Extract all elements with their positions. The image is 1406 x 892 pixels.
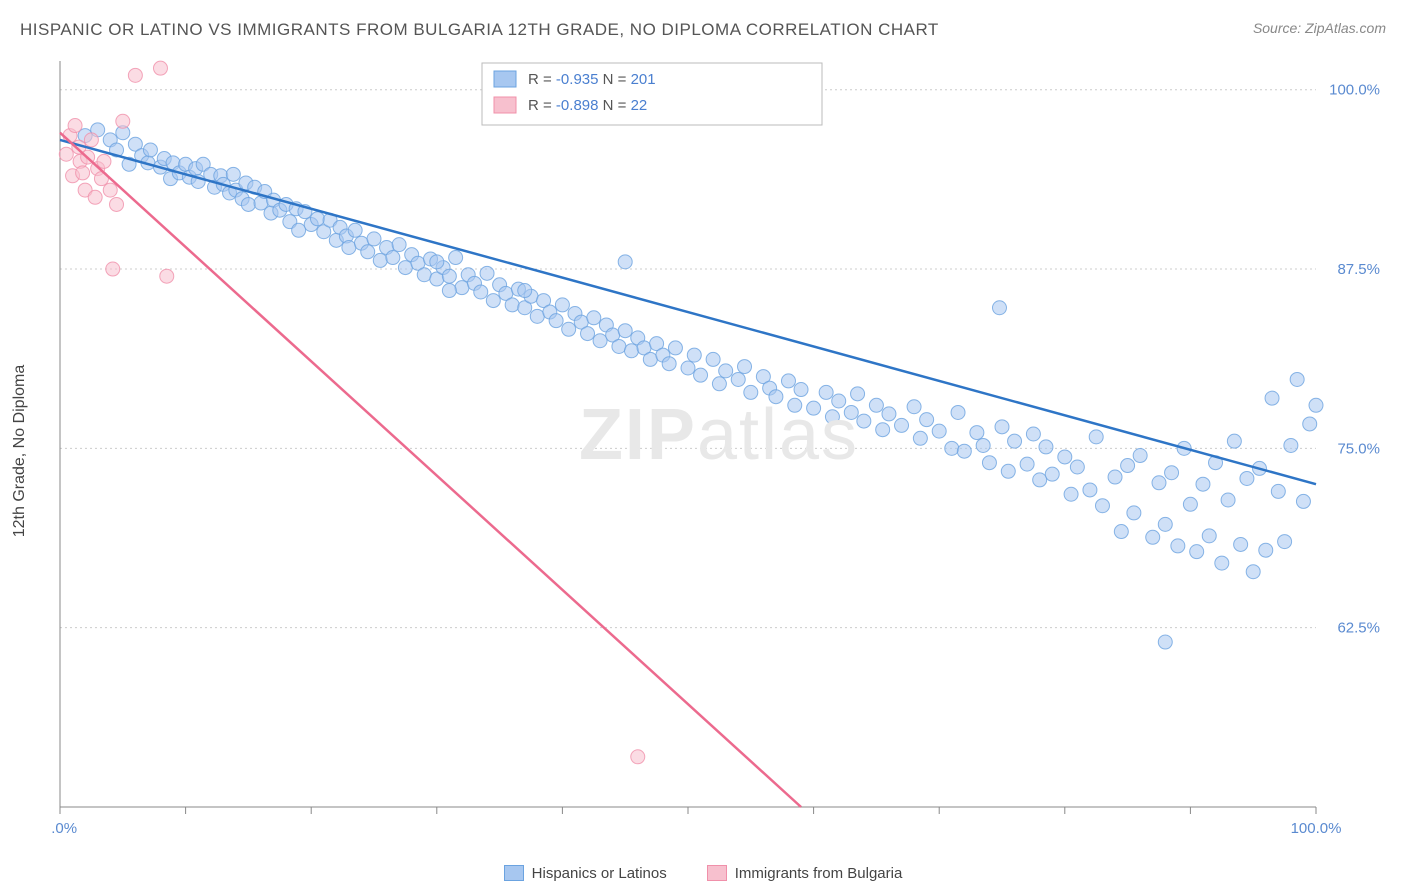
svg-text:62.5%: 62.5%: [1337, 620, 1380, 637]
svg-text:75.0%: 75.0%: [1337, 440, 1380, 457]
svg-text:R = -0.898 N = 22: R = -0.898 N = 22: [528, 97, 647, 114]
legend-item-pink: Immigrants from Bulgaria: [707, 865, 903, 882]
chart-area: 12th Grade, No Diploma ZIPatlas 62.5%75.…: [52, 55, 1386, 847]
legend-item-blue: Hispanics or Latinos: [504, 865, 667, 882]
svg-text:87.5%: 87.5%: [1337, 261, 1380, 278]
svg-text:R = -0.935 N = 201: R = -0.935 N = 201: [528, 71, 656, 88]
scatter-plot: 62.5% 75.0% 87.5% 100.0% 0.0% 100.0% R = -0.…: [52, 55, 1386, 847]
legend-bottom: Hispanics or Latinos Immigrants from Bul…: [0, 865, 1406, 882]
svg-text:100.0%: 100.0%: [1291, 820, 1342, 837]
svg-text:100.0%: 100.0%: [1329, 82, 1380, 99]
chart-title: HISPANIC OR LATINO VS IMMIGRANTS FROM BU…: [20, 20, 939, 40]
y-axis-label: 12th Grade, No Diploma: [11, 365, 29, 538]
svg-text:0.0%: 0.0%: [52, 820, 77, 837]
source-label: Source: ZipAtlas.com: [1253, 20, 1386, 36]
